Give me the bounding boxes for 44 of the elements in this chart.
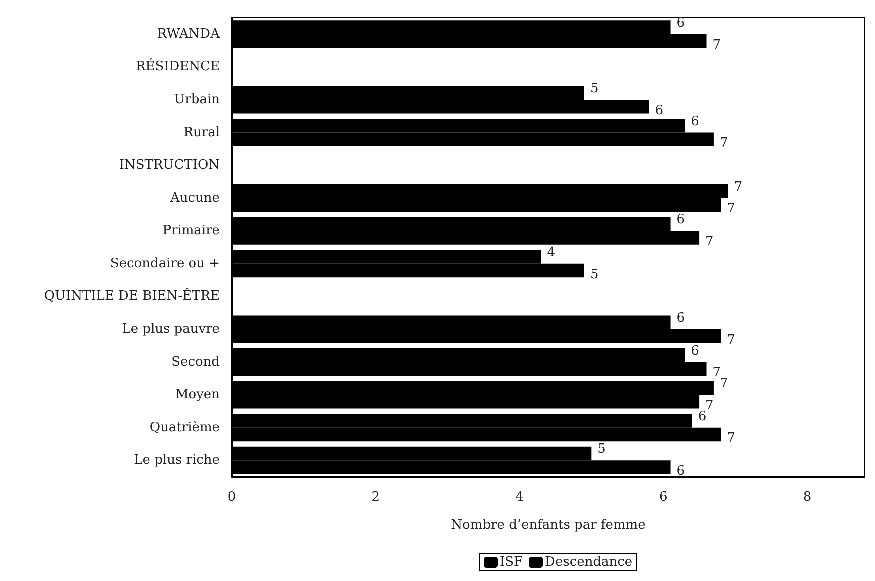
data-label: 4 [547,246,556,261]
y-tick-label: Aucune [170,190,220,206]
x-tick-label: 0 [228,490,236,505]
y-tick-label: RWANDA [157,26,221,42]
data-label: 7 [734,180,743,195]
y-tick-label: Rural [184,125,220,140]
data-label: 6 [691,114,700,130]
y-tick-label: RÉSIDENCE [136,58,220,75]
data-label: 7 [706,234,714,250]
data-label: 7 [727,332,736,348]
y-tick-label: Le plus riche [134,453,220,468]
data-label: 6 [676,212,686,228]
y-tick-label: Quatrième [150,420,220,436]
data-label: 7 [727,202,736,217]
x-tick-label: 2 [372,490,380,505]
data-label: 7 [720,136,728,152]
x-tick-label: 8 [803,490,812,505]
x-axis-title: Nombre d’enfants par femme [451,518,646,533]
y-tick-label: Secondaire ou + [110,256,220,272]
data-label: 6 [676,311,686,326]
legend-label: Descendance [545,555,633,570]
data-label: 7 [720,376,728,392]
data-label: 5 [598,442,606,458]
data-label: 7 [712,366,722,381]
data-label: 6 [691,344,700,359]
data-label: 6 [676,16,686,32]
y-tick-label: Moyen [175,388,221,403]
data-label: 5 [590,82,599,97]
y-tick-label: INSTRUCTION [119,158,220,174]
data-label: 6 [655,103,664,118]
legend-label: ISF [500,555,524,570]
y-tick-label: Le plus pauvre [122,322,220,337]
x-tick-label: 4 [516,490,524,505]
data-label: 7 [712,38,722,53]
data-label: 7 [727,431,736,446]
x-tick-label: 6 [659,490,668,505]
y-tick-label: Second [172,354,220,370]
data-label: 6 [698,409,707,424]
y-tick-label: Primaire [162,224,220,239]
data-label: 7 [706,398,714,414]
y-tick-label: QUINTILE DE BIEN-ÊTRE [44,287,220,304]
data-label: 6 [676,464,686,479]
data-label: 5 [590,267,599,282]
y-tick-label: Urbain [174,92,221,108]
